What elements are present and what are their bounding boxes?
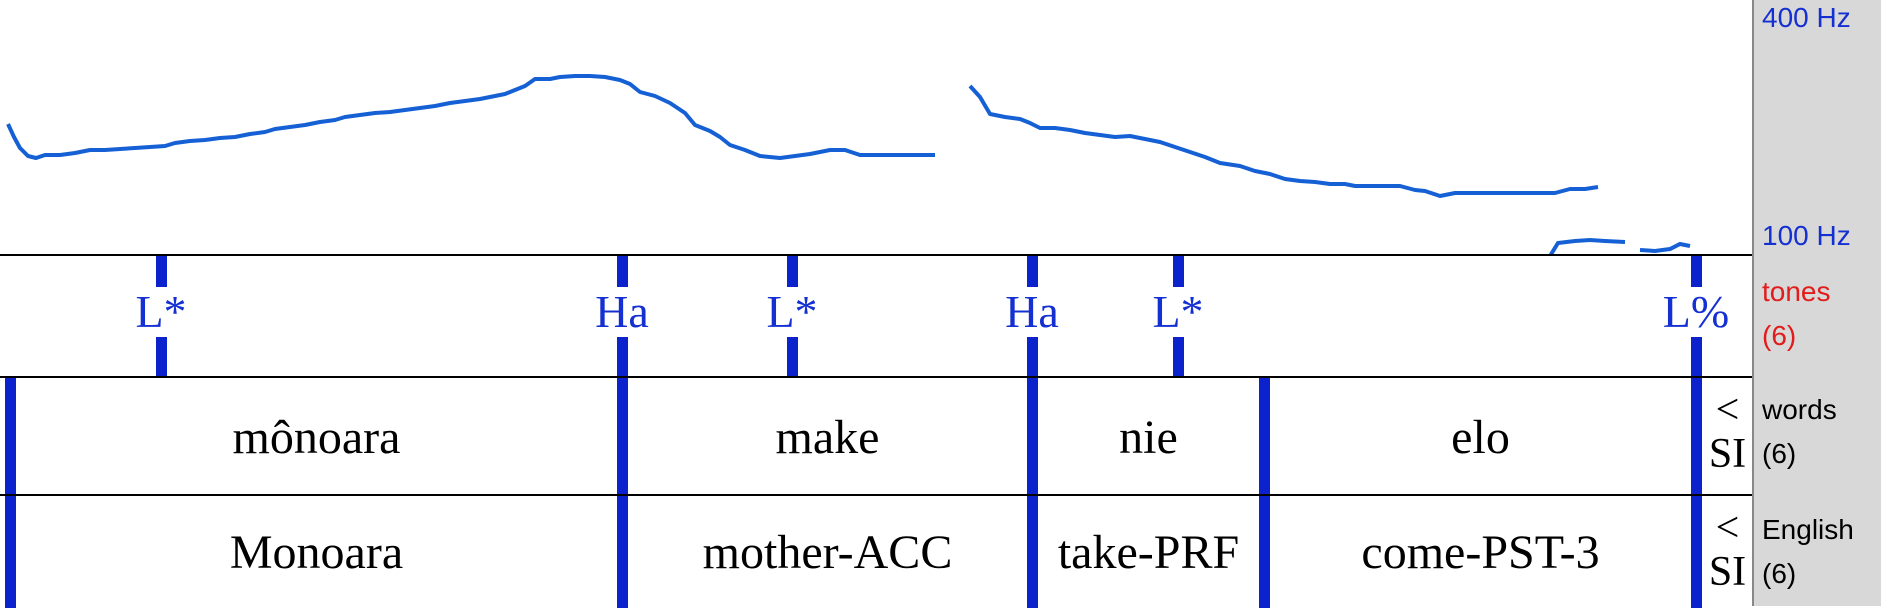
words-tier-count: (6) bbox=[1762, 438, 1797, 469]
english-boundary-1[interactable] bbox=[5, 496, 16, 608]
word-interval-5[interactable]: < SI bbox=[1705, 388, 1750, 476]
tone-label-4[interactable]: Ha bbox=[972, 287, 1092, 337]
pitch-min-label: 100 Hz bbox=[1762, 220, 1851, 251]
word-interval-4[interactable]: elo bbox=[1451, 410, 1510, 464]
words-tier-name[interactable]: words bbox=[1762, 394, 1837, 425]
pitch-track-low-1 bbox=[1548, 237, 1626, 256]
tones-tier-count: (6) bbox=[1762, 320, 1797, 351]
english-interval-3[interactable]: take-PRF bbox=[1057, 525, 1240, 579]
pitch-track-rise-fall bbox=[6, 74, 935, 160]
tier-names-sidebar: 400 Hz 100 Hz tones (6) words (6) Englis… bbox=[1752, 0, 1881, 606]
english-tier-count: (6) bbox=[1762, 558, 1797, 589]
english-boundary-2[interactable] bbox=[617, 496, 628, 608]
pitch-contour-panel[interactable] bbox=[0, 0, 1752, 256]
english-interval-4[interactable]: come-PST-3 bbox=[1361, 525, 1600, 579]
tone-label-2[interactable]: Ha bbox=[562, 287, 682, 337]
si-part: SI bbox=[1708, 431, 1747, 477]
tone-label-6[interactable]: L% bbox=[1636, 287, 1756, 337]
english-interval-2[interactable]: mother-ACC bbox=[702, 525, 953, 579]
pitch-max-label: 400 Hz bbox=[1762, 2, 1851, 33]
pitch-track-low-2 bbox=[1639, 241, 1691, 254]
tone-label-3[interactable]: L* bbox=[732, 287, 852, 337]
si-part: < bbox=[1715, 387, 1740, 433]
word-boundary-5[interactable] bbox=[1691, 378, 1702, 496]
word-interval-3[interactable]: nie bbox=[1119, 410, 1178, 464]
english-interval-5[interactable]: < SI bbox=[1705, 506, 1750, 594]
words-tier[interactable]: mônoara make nie elo < SI bbox=[0, 376, 1752, 496]
english-tier[interactable]: Monoara mother-ACC take-PRF come-PST-3 <… bbox=[0, 494, 1752, 608]
word-boundary-4[interactable] bbox=[1259, 378, 1270, 496]
english-boundary-3[interactable] bbox=[1027, 496, 1038, 608]
english-tier-name[interactable]: English bbox=[1762, 514, 1854, 545]
english-interval-1[interactable]: Monoara bbox=[229, 525, 404, 579]
word-boundary-3[interactable] bbox=[1027, 378, 1038, 496]
tones-tier-name[interactable]: tones bbox=[1762, 276, 1831, 307]
word-interval-1[interactable]: mônoara bbox=[232, 410, 401, 464]
tone-label-1[interactable]: L* bbox=[101, 287, 221, 337]
tone-label-5[interactable]: L* bbox=[1118, 287, 1238, 337]
tones-tier[interactable]: L* Ha L* Ha L* L% bbox=[0, 256, 1756, 376]
english-boundary-5[interactable] bbox=[1691, 496, 1702, 608]
si-part: SI bbox=[1708, 549, 1747, 595]
english-boundary-4[interactable] bbox=[1259, 496, 1270, 608]
word-boundary-2[interactable] bbox=[617, 378, 628, 496]
word-interval-2[interactable]: make bbox=[775, 410, 880, 464]
si-part: < bbox=[1715, 505, 1740, 551]
word-boundary-1[interactable] bbox=[5, 378, 16, 496]
pitch-contour-svg bbox=[0, 74, 1752, 256]
pitch-track-fall bbox=[968, 84, 1599, 198]
